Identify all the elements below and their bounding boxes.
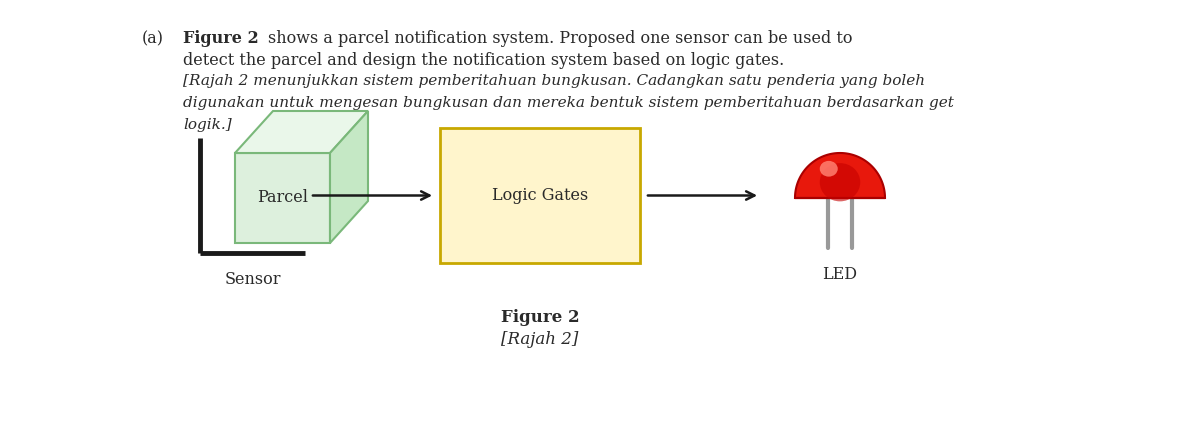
Text: (a): (a): [142, 30, 164, 47]
Text: [Rajah 2 menunjukkan sistem pemberitahuan bungkusan. Cadangkan satu penderia yan: [Rajah 2 menunjukkan sistem pemberitahua…: [182, 74, 925, 88]
Text: Sensor: Sensor: [224, 271, 281, 288]
FancyBboxPatch shape: [440, 128, 640, 263]
Text: shows a parcel notification system. Proposed one sensor can be used to: shows a parcel notification system. Prop…: [268, 30, 852, 47]
Text: Logic Gates: Logic Gates: [492, 187, 588, 204]
Text: [Rajah 2]: [Rajah 2]: [502, 332, 578, 349]
Ellipse shape: [820, 163, 860, 201]
Polygon shape: [235, 153, 330, 243]
Polygon shape: [235, 111, 368, 153]
Text: digunakan untuk mengesan bungkusan dan mereka bentuk sistem pemberitahuan berdas: digunakan untuk mengesan bungkusan dan m…: [182, 96, 954, 110]
Text: Figure 2: Figure 2: [182, 30, 259, 47]
Text: Parcel: Parcel: [257, 190, 308, 206]
Text: LED: LED: [822, 266, 858, 283]
Text: detect the parcel and design the notification system based on logic gates.: detect the parcel and design the notific…: [182, 52, 785, 69]
Ellipse shape: [820, 161, 838, 177]
Polygon shape: [330, 111, 368, 243]
Text: Figure 2: Figure 2: [500, 310, 580, 326]
Polygon shape: [796, 153, 886, 198]
Text: logik.]: logik.]: [182, 118, 232, 132]
